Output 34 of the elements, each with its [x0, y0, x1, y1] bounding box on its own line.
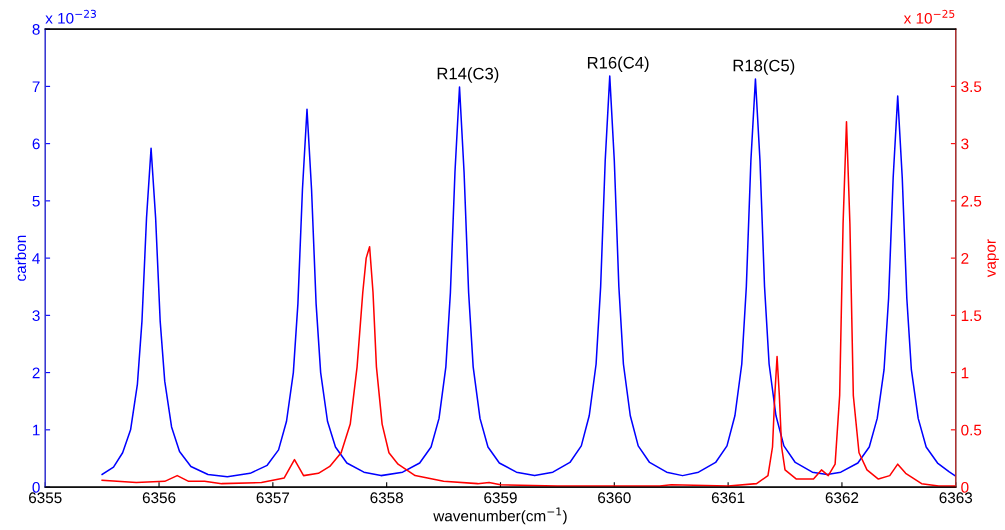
x-axis-title: wavenumber(cm$^{−1}$) [433, 507, 567, 525]
y2-tick-label: 2 [961, 252, 969, 264]
y-tick-label: 0 [32, 481, 40, 493]
y-tick-label: 2 [32, 367, 40, 379]
y2-axis-title: vapor [987, 239, 999, 278]
y2-tick-label: 0 [961, 481, 969, 493]
x-tick-label: 6362 [825, 492, 859, 504]
y-tick-label: 5 [32, 195, 40, 207]
x-tick-label: 6359 [484, 492, 517, 504]
y-tick-label: 3 [32, 310, 40, 322]
x-tick-label: 6356 [142, 492, 176, 504]
text: x 10$^{−25}$ [903, 9, 955, 24]
y-axis-title: carbon [14, 235, 27, 281]
y2-tick-label: 0.5 [961, 424, 982, 436]
text: x 10$^{−23}$ [45, 9, 96, 24]
annotation: R14(C3) [437, 67, 499, 83]
y-tick-label: 1 [33, 424, 40, 436]
y-tick-label: 7 [32, 81, 40, 92]
y-tick-label: 6 [32, 138, 40, 150]
x-tick-label: 6357 [256, 492, 290, 504]
annotation: R18(C5) [733, 59, 795, 75]
y2-tick-label: 3 [961, 138, 969, 150]
annotation: R16(C4) [587, 56, 649, 72]
x-tick-label: 6358 [370, 492, 403, 504]
y2-tick-label: 3.5 [961, 81, 982, 93]
x-tick-label: 6361 [711, 492, 745, 504]
y2-tick-label: 1 [961, 367, 969, 379]
y-tick-label: 4 [32, 253, 40, 264]
y2-tick-label: 1.5 [961, 310, 982, 322]
y-tick-label: 8 [32, 24, 40, 35]
x-tick-label: 6355 [29, 492, 62, 504]
y2-tick-label: 2.5 [961, 195, 982, 207]
x-tick-label: 6363 [939, 492, 973, 504]
x-tick-label: 6360 [598, 492, 631, 504]
